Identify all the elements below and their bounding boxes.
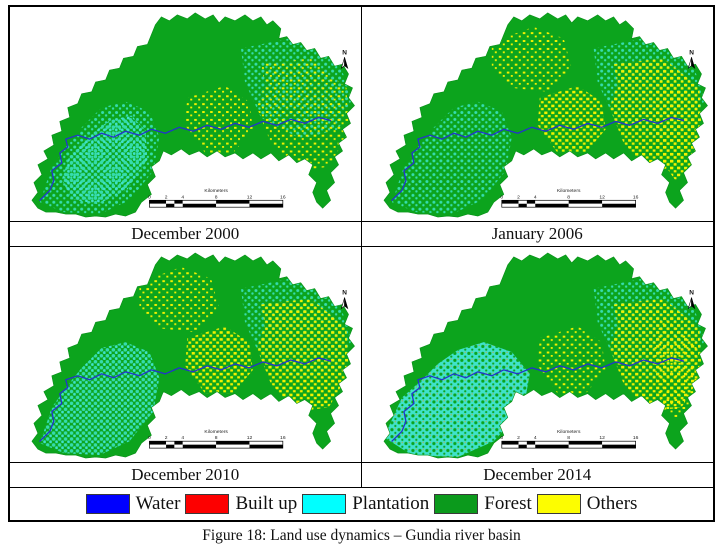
panel-title-text: December 2010 — [131, 465, 240, 484]
legend-item-plantation: Plantation — [302, 493, 429, 515]
north-arrow-icon — [687, 49, 695, 69]
panel-title-text: December 2014 — [483, 465, 592, 484]
scale-bar — [499, 187, 639, 208]
legend-label-water: Water — [135, 493, 181, 514]
panel-title-text: January 2006 — [491, 224, 583, 243]
scale-bar — [499, 428, 639, 449]
water-swatch — [85, 494, 130, 514]
legend-item-others: Others — [536, 493, 638, 515]
plantation-swatch — [302, 494, 347, 514]
panel-title-2014: December 2014 — [361, 463, 713, 488]
legend-label-plantation: Plantation — [352, 493, 430, 514]
legend: Water Built up Plantation Forest Others — [10, 488, 713, 520]
legend-item-built-up: Built up — [185, 493, 297, 515]
figure-18: December 2000 January 2006 — [8, 5, 715, 545]
panel-title-2010: December 2010 — [10, 463, 362, 488]
figure-caption: Figure 18: Land use dynamics – Gundia ri… — [202, 527, 521, 544]
land-use-map-2006 — [382, 12, 708, 218]
land-use-map-2000 — [31, 12, 356, 218]
panel-title-2006: January 2006 — [361, 222, 713, 247]
legend-label-forest: Forest — [484, 493, 532, 514]
map-panel-2000 — [10, 7, 362, 222]
others-swatch — [536, 494, 581, 514]
north-arrow-icon — [687, 289, 695, 309]
panel-title-2000: December 2000 — [10, 222, 362, 247]
legend-label-built-up: Built up — [235, 493, 298, 514]
built-up-swatch — [185, 494, 230, 514]
map-panel-2006 — [361, 7, 713, 222]
forest-swatch — [434, 494, 479, 514]
legend-label-others: Others — [586, 493, 638, 514]
legend-item-water: Water — [85, 493, 181, 515]
panel-title-text: December 2000 — [131, 224, 240, 243]
land-use-map-2014 — [382, 252, 708, 459]
map-panel-2010 — [10, 247, 362, 463]
panel-grid: December 2000 January 2006 — [8, 5, 715, 522]
north-arrow-icon — [341, 289, 349, 309]
scale-bar — [147, 187, 287, 208]
scale-bar — [147, 428, 287, 449]
north-arrow-icon — [341, 49, 349, 69]
land-use-map-2010 — [31, 252, 356, 459]
map-panel-2014 — [361, 247, 713, 463]
legend-item-forest: Forest — [434, 493, 532, 515]
